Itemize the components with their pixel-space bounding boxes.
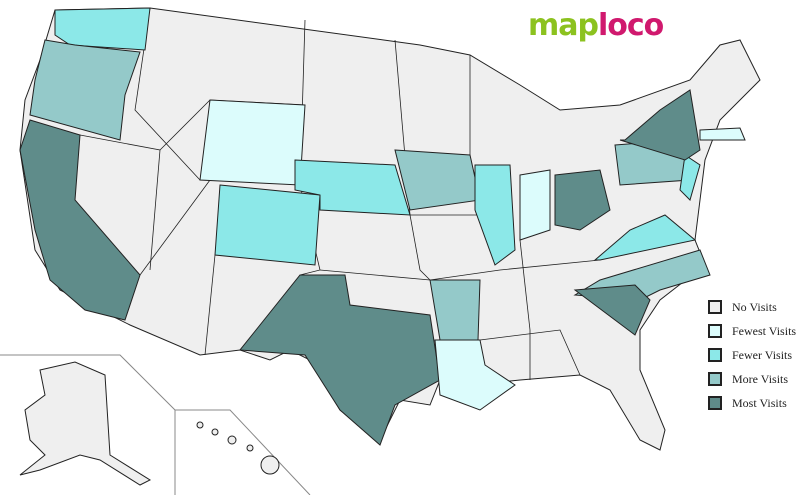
inset-borders — [0, 354, 311, 495]
state-NY — [619, 89, 701, 161]
legend-swatch — [708, 324, 722, 338]
legend-item: Most Visits — [708, 391, 796, 415]
state-OR — [29, 39, 141, 141]
state-VA — [593, 214, 697, 261]
state-HI — [196, 421, 280, 475]
legend-swatch — [708, 348, 722, 362]
logo-loco: loco — [597, 8, 664, 43]
legend-label: More Visits — [732, 371, 789, 386]
legend-item: More Visits — [708, 367, 796, 391]
state-NE — [294, 159, 411, 216]
us-outline — [19, 7, 761, 451]
state-WY — [199, 99, 306, 186]
legend-label: No Visits — [732, 299, 777, 314]
state-WA — [54, 7, 151, 51]
state-IA — [394, 149, 481, 211]
legend-label: Fewer Visits — [732, 347, 793, 362]
state-TX — [239, 274, 441, 446]
legend-swatch — [708, 300, 722, 314]
state-NJ — [679, 154, 701, 201]
legend-item: No Visits — [708, 295, 796, 319]
state-MA — [699, 127, 746, 141]
state-CO — [214, 184, 321, 266]
state-OH — [554, 169, 611, 231]
state-IL — [474, 164, 516, 266]
legend-item: Fewest Visits — [708, 319, 796, 343]
state-LA — [434, 339, 516, 411]
legend-swatch — [708, 372, 722, 386]
legend-label: Fewest Visits — [732, 323, 797, 338]
state-AK — [19, 361, 152, 486]
legend-label: Most Visits — [732, 395, 787, 410]
legend-item: Fewer Visits — [708, 343, 796, 367]
state-IN — [519, 169, 551, 241]
legend-swatch — [708, 396, 722, 410]
legend: No Visits Fewest Visits Fewer Visits More V… — [708, 295, 796, 415]
state-CA — [19, 119, 141, 321]
maploco-logo: maploco — [528, 8, 664, 43]
state-SC — [573, 284, 651, 336]
logo-map: map — [528, 8, 599, 43]
